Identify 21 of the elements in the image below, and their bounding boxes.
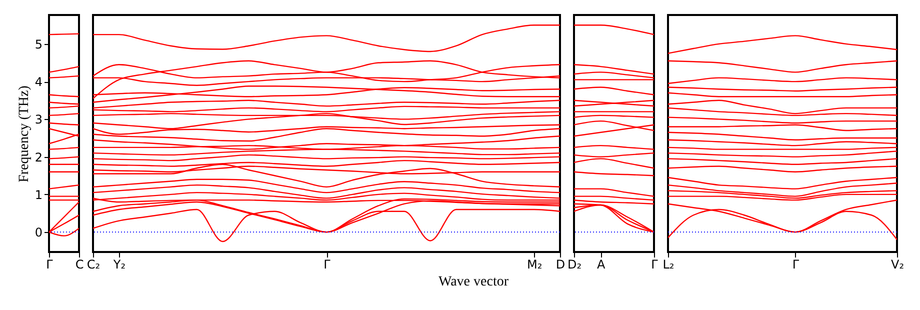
x-tick-label: Γ bbox=[651, 258, 658, 272]
x-tick-label: M₂ bbox=[526, 258, 542, 272]
x-axis-title: Wave vector bbox=[438, 274, 509, 290]
x-tick-label: V₂ bbox=[890, 258, 904, 272]
y-tick-label: 5 bbox=[34, 37, 42, 52]
y-tick-label: 0 bbox=[34, 226, 42, 240]
x-tick-label: C₂ bbox=[86, 258, 100, 272]
y-tick-label: 4 bbox=[34, 75, 42, 90]
y-tick-label: 2 bbox=[34, 150, 42, 164]
x-tick-label: D₂ bbox=[567, 258, 582, 272]
x-tick-label: D bbox=[556, 258, 566, 272]
x-tick-label: C bbox=[75, 258, 84, 272]
x-tick-label: A bbox=[597, 258, 606, 272]
x-tick-label: Γ bbox=[46, 258, 54, 272]
x-tick-label: L₂ bbox=[662, 258, 674, 272]
y-tick-label: 1 bbox=[34, 188, 42, 202]
y-axis-title: Frequency (THz) bbox=[16, 85, 32, 182]
y-tick-label: 3 bbox=[34, 112, 42, 127]
x-tick-label: Y₂ bbox=[112, 258, 126, 272]
x-tick-label: Γ bbox=[324, 258, 331, 272]
x-tick-label: Γ bbox=[792, 258, 800, 272]
